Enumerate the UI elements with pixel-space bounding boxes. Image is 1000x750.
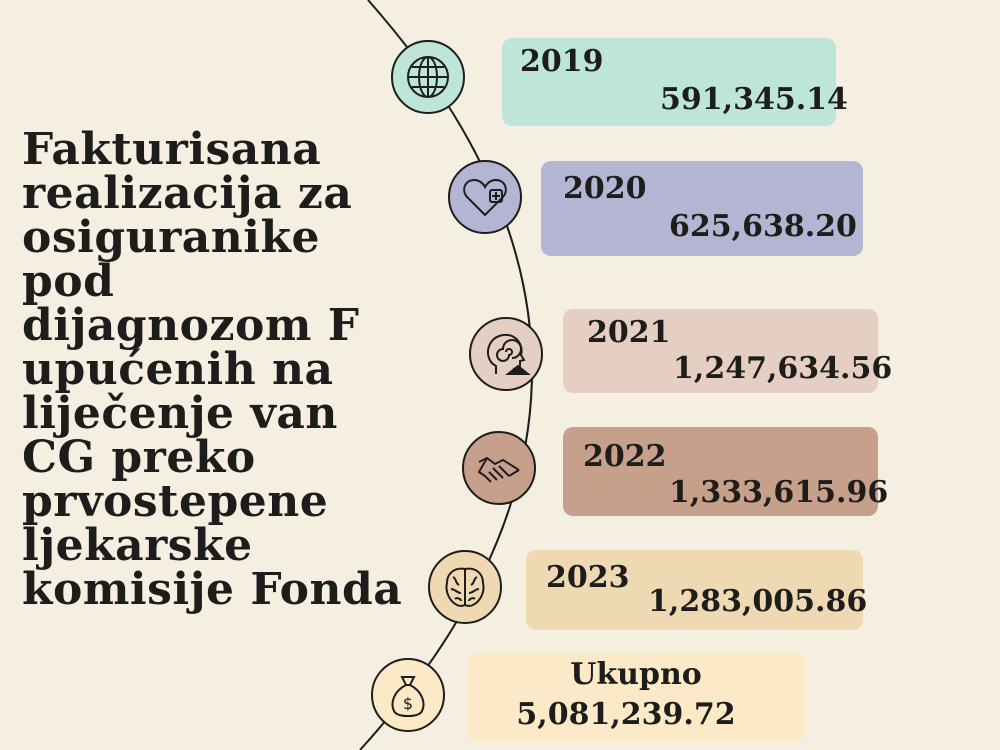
total-label: Ukupno — [570, 657, 702, 692]
money-bag-icon: $ — [371, 658, 445, 732]
svg-text:$: $ — [403, 694, 413, 713]
year-label: 2021 — [587, 315, 671, 350]
title-line: dijagnozom F — [22, 300, 360, 351]
amount-value: 1,283,005.86 — [648, 584, 868, 619]
title-line: CG preko — [22, 432, 256, 483]
amount-value: 625,638.20 — [669, 209, 857, 244]
title-line: prvostepene — [22, 476, 329, 527]
title-line: realizacija za — [22, 168, 353, 219]
year-card-2019: 2019 591,345.14 — [502, 38, 848, 126]
year-card-2020: 2020 625,638.20 — [541, 161, 863, 256]
title-line: ljekarske — [22, 520, 253, 571]
title-line: Fakturisana — [22, 124, 322, 175]
title-line: liječenje van — [22, 388, 338, 439]
year-card-2023: 2023 1,283,005.86 — [526, 550, 867, 630]
year-label: 2023 — [546, 560, 630, 595]
amount-value: 1,333,615.96 — [669, 475, 889, 510]
title-line: pod — [22, 256, 115, 307]
page-title: Fakturisana realizacija za osiguranike p… — [22, 128, 452, 612]
amount-value: 1,247,634.56 — [673, 351, 893, 386]
title-line: osiguranike — [22, 212, 320, 263]
handshake-icon — [462, 431, 536, 505]
year-card-2022: 2022 1,333,615.96 — [563, 427, 888, 516]
year-label: 2020 — [563, 171, 647, 206]
title-line: upućenih na — [22, 344, 334, 395]
heart-plus-icon — [448, 160, 522, 234]
year-card-2021: 2021 1,247,634.56 — [563, 309, 892, 393]
year-label: 2019 — [520, 44, 604, 79]
year-label: 2022 — [583, 439, 667, 474]
head-spiral-icon — [469, 317, 543, 391]
globe-icon — [391, 40, 465, 114]
amount-value: 591,345.14 — [660, 82, 848, 117]
total-amount: 5,081,239.72 — [516, 697, 736, 732]
brain-icon — [428, 550, 502, 624]
title-line: komisije Fonda — [22, 564, 403, 615]
total-card: Ukupno 5,081,239.72 — [467, 653, 805, 742]
